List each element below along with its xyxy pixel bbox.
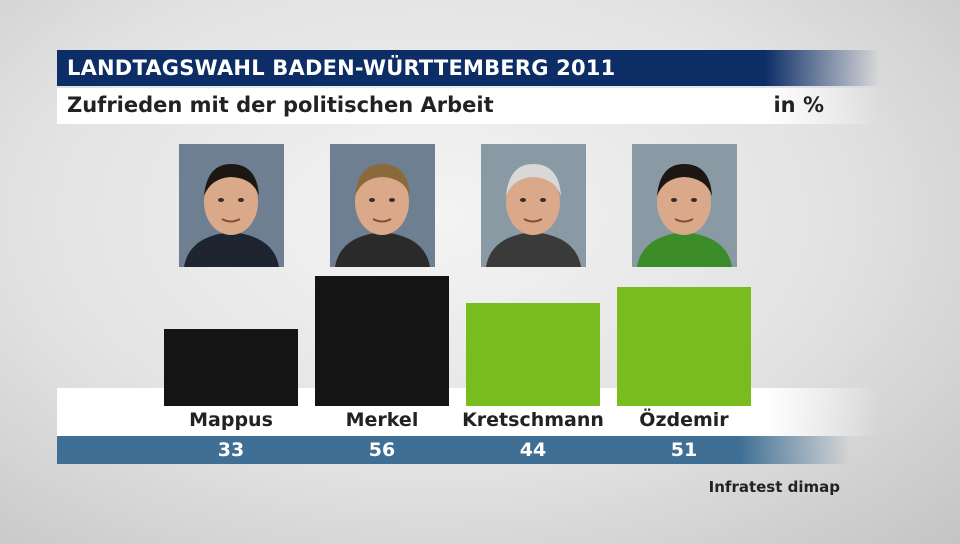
photo-mappus <box>179 144 284 267</box>
chart-subtitle: Zufrieden mit der politischen Arbeit <box>67 93 494 117</box>
value-label-kretschmann: 44 <box>519 439 547 461</box>
photo-ozdemir <box>632 144 737 267</box>
title-bar: LANDTAGSWAHL BADEN-WÜRTTEMBERG 2011 <box>57 50 880 86</box>
chart-title: LANDTAGSWAHL BADEN-WÜRTTEMBERG 2011 <box>67 56 616 80</box>
category-label-mappus: Mappus <box>189 409 273 431</box>
category-label-kretschmann: Kretschmann <box>462 409 604 431</box>
value-band <box>57 436 850 464</box>
photo-merkel <box>330 144 435 267</box>
source-label: Infratest dimap <box>708 478 840 496</box>
unit-label: in % <box>773 93 824 117</box>
bar-kretschmann <box>466 303 600 406</box>
category-label-ozdemir: Özdemir <box>639 409 729 431</box>
value-label-mappus: 33 <box>217 439 245 461</box>
bar-merkel <box>315 275 449 406</box>
value-label-merkel: 56 <box>368 439 396 461</box>
bar-mappus <box>164 329 298 406</box>
photo-kretschmann <box>481 144 586 267</box>
category-label-merkel: Merkel <box>345 409 419 431</box>
bar-ozdemir <box>617 287 751 406</box>
value-label-ozdemir: 51 <box>670 439 698 461</box>
subtitle-bar: Zufrieden mit der politischen Arbeit in … <box>57 88 880 124</box>
